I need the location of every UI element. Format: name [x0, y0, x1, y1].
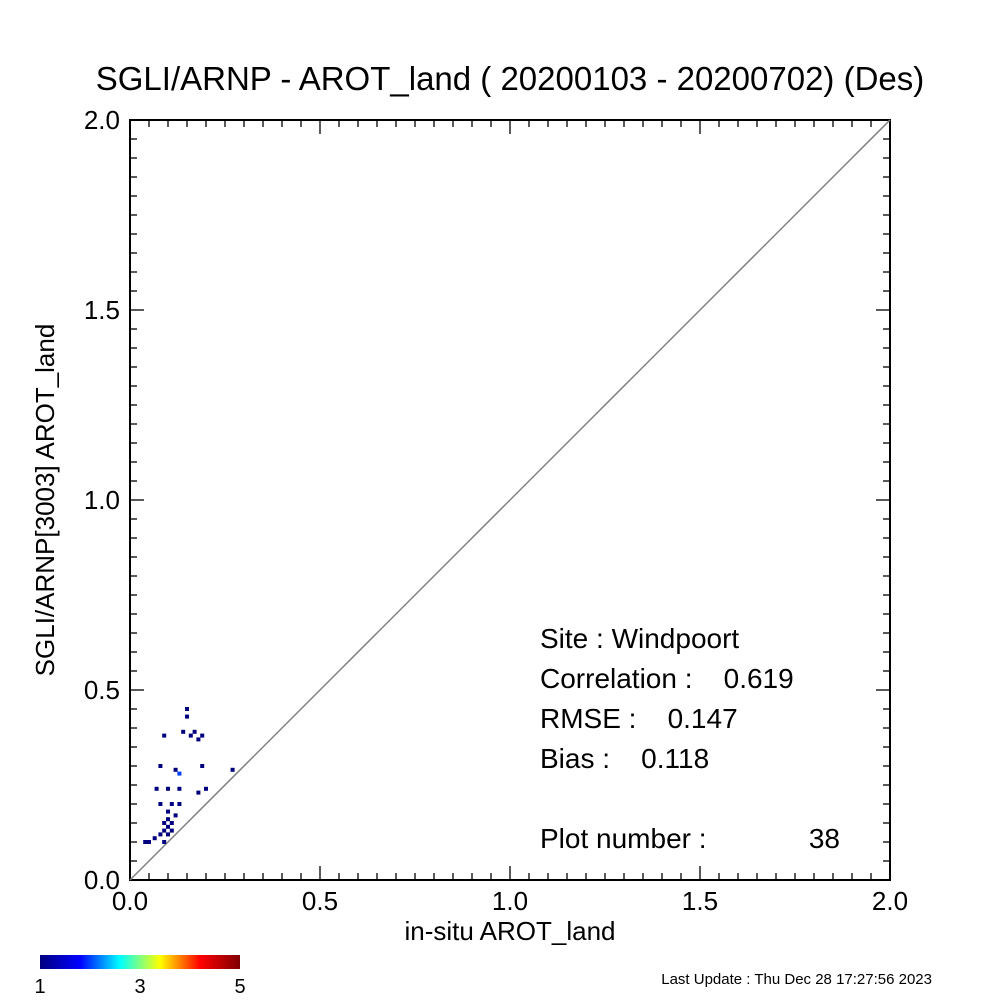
colorbar: 1 3 5 [34, 955, 246, 998]
data-point [158, 802, 163, 806]
y-tick-label: 0.0 [84, 865, 120, 895]
plot-number-label: Plot number : [540, 823, 707, 854]
data-point [158, 832, 163, 837]
data-point [177, 802, 182, 806]
data-point [196, 790, 201, 795]
x-tick-label: 1.0 [492, 886, 528, 916]
one-to-one-line [129, 119, 891, 881]
data-point [162, 840, 167, 844]
data-point [158, 764, 163, 768]
colorbar-tick-label: 5 [234, 976, 245, 998]
data-point [200, 764, 205, 768]
plot-number-value: 38 [809, 823, 840, 854]
data-point [169, 802, 174, 806]
x-tick-label: 1.5 [682, 886, 718, 916]
data-point [169, 821, 174, 825]
site-label: Site : Windpoort [540, 623, 739, 654]
data-point [181, 729, 186, 734]
y-tick-label: 1.5 [84, 295, 120, 325]
data-point [177, 771, 182, 776]
bias-label: Bias : 0.118 [540, 743, 709, 774]
last-update-text: Last Update : Thu Dec 28 17:27:56 2023 [661, 971, 932, 988]
y-tick-label: 2.0 [84, 105, 120, 135]
data-point [147, 840, 151, 844]
data-point [166, 824, 170, 829]
colorbar-tick-label: 3 [134, 976, 145, 998]
data-point [166, 817, 170, 822]
data-point [162, 733, 167, 738]
x-tick-label: 0.5 [302, 886, 338, 916]
chart-title: SGLI/ARNP - AROT_land ( 20200103 - 20200… [96, 60, 925, 97]
x-tick-label: 2.0 [872, 886, 908, 916]
data-point [173, 813, 178, 818]
data-point [162, 828, 167, 833]
x-tick-label: 0.0 [112, 886, 148, 916]
data-point [230, 767, 235, 772]
data-point [166, 786, 170, 791]
data-point [177, 786, 182, 791]
x-axis-label: in-situ AROT_land [405, 916, 616, 946]
rmse-label: RMSE : 0.147 [540, 703, 738, 734]
minor-ticks [130, 120, 890, 880]
x-tick-labels: 0.0 0.5 1.0 1.5 2.0 [112, 886, 908, 916]
data-point [166, 809, 170, 814]
data-point [166, 832, 170, 837]
data-point [192, 729, 197, 734]
data-point [200, 733, 205, 738]
major-ticks [129, 119, 891, 881]
data-point [173, 767, 178, 772]
data-point [196, 737, 201, 742]
data-point [185, 714, 189, 719]
y-tick-labels: 0.0 0.5 1.0 1.5 2.0 [84, 105, 120, 895]
data-point [162, 821, 167, 825]
colorbar-tick-label: 1 [34, 976, 45, 998]
data-point [154, 786, 159, 791]
data-point [204, 786, 208, 791]
stats-annotations: Site : Windpoort Correlation : 0.619 RMS… [540, 623, 840, 854]
data-point [143, 840, 148, 844]
data-point [188, 733, 193, 738]
data-point [152, 836, 157, 841]
plot-area [129, 119, 891, 881]
colorbar-tick-labels: 1 3 5 [34, 976, 245, 998]
y-tick-label: 0.5 [84, 675, 120, 705]
y-tick-label: 1.0 [84, 485, 120, 515]
data-point [185, 707, 189, 711]
y-axis-label: SGLI/ARNP[3003] AROT_land [30, 324, 60, 677]
data-points [143, 707, 235, 844]
correlation-label: Correlation : 0.619 [540, 663, 794, 694]
colorbar-gradient [40, 955, 240, 969]
data-point [169, 828, 174, 833]
